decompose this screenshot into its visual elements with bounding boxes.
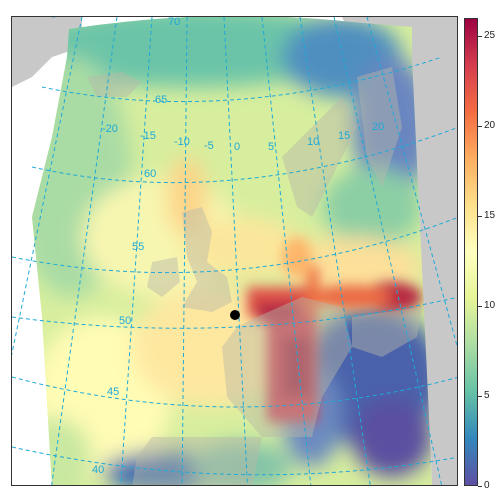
colorbar bbox=[464, 18, 478, 486]
lat-label-65: 65 bbox=[155, 94, 167, 106]
colorbar-tick-mark bbox=[478, 36, 482, 37]
lon-label-minus5: -5 bbox=[204, 140, 214, 152]
colorbar-tick-label: 5 bbox=[484, 390, 490, 401]
latitude-lines bbox=[12, 17, 457, 476]
colorbar-tick-label: 0 bbox=[484, 480, 490, 491]
graticule-labels: -20 -15 -10 -5 0 5 10 15 20 40 45 50 55 … bbox=[92, 17, 384, 476]
colorbar-tick-label: 15 bbox=[484, 210, 496, 221]
location-marker[interactable] bbox=[230, 310, 240, 320]
map-canvas[interactable]: -20 -15 -10 -5 0 5 10 15 20 40 45 50 55 … bbox=[12, 17, 458, 486]
colorbar-tick-mark bbox=[478, 306, 482, 307]
lat-label-40: 40 bbox=[92, 464, 104, 476]
coastline-overlay bbox=[87, 67, 422, 485]
lat-label-70: 70 bbox=[168, 17, 180, 28]
lat-label-55: 55 bbox=[132, 241, 144, 253]
colorbar-tick-mark bbox=[478, 126, 482, 127]
colorbar-tick-mark bbox=[478, 396, 482, 397]
lat-label-50: 50 bbox=[119, 315, 131, 327]
lon-label-10: 10 bbox=[307, 136, 319, 148]
lon-label-minus10: -10 bbox=[174, 136, 190, 148]
colorbar-tick-mark bbox=[478, 216, 482, 217]
lon-label-0: 0 bbox=[234, 141, 240, 153]
colorbar-tick-label: 25 bbox=[484, 30, 496, 41]
colorbar-tick-mark bbox=[478, 486, 482, 487]
colorbar-tick-label: 20 bbox=[484, 120, 496, 131]
lat-label-60: 60 bbox=[144, 168, 156, 180]
lon-label-minus20: -20 bbox=[102, 123, 118, 135]
map-panel[interactable]: -20 -15 -10 -5 0 5 10 15 20 40 45 50 55 … bbox=[11, 16, 458, 486]
colorbar-tick-label: 10 bbox=[484, 300, 496, 311]
lon-label-minus15: -15 bbox=[140, 130, 156, 142]
lon-label-15: 15 bbox=[338, 130, 350, 142]
lat-label-45: 45 bbox=[107, 386, 119, 398]
lon-label-20: 20 bbox=[372, 121, 384, 133]
lon-label-5: 5 bbox=[268, 141, 274, 153]
